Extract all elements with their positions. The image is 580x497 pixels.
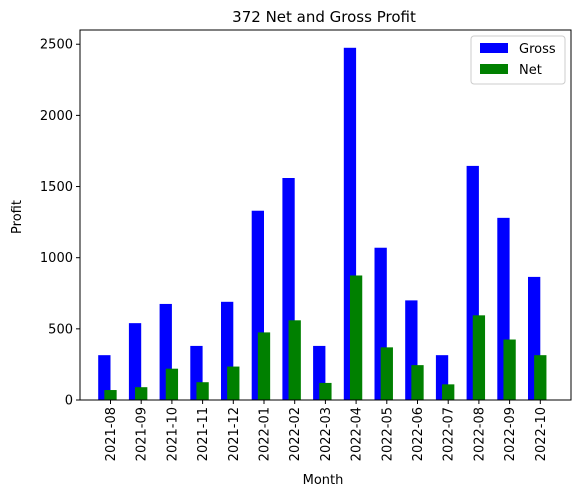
bar-net-2022-07 (442, 384, 455, 400)
x-tick-label-2021-08: 2021-08 (104, 407, 119, 461)
x-tick-label-2022-07: 2022-07 (442, 407, 457, 461)
bar-net-2022-03 (319, 382, 332, 400)
bar-net-2021-10 (165, 368, 179, 400)
y-tick-label-1500: 1500 (40, 180, 73, 195)
y-tick-label-500: 500 (48, 322, 73, 337)
x-tick-label-2022-10: 2022-10 (534, 407, 549, 461)
x-tick-label-2021-09: 2021-09 (135, 407, 150, 461)
bar-net-2022-01 (257, 332, 271, 400)
chart-title: 372 Net and Gross Profit (232, 8, 416, 26)
legend-label-gross: Gross (519, 42, 556, 57)
bar-net-2022-04 (349, 275, 363, 400)
y-tick-label-2500: 2500 (40, 38, 73, 53)
x-axis-label: Month (303, 473, 344, 488)
y-tick-label-1000: 1000 (40, 251, 73, 266)
y-axis: 0 500 1000 1500 2000 2500 (40, 38, 80, 409)
bar-net-2022-02 (288, 320, 301, 400)
x-tick-label-2022-01: 2022-01 (258, 407, 273, 461)
x-tick-label-2021-12: 2021-12 (227, 407, 242, 461)
y-tick-label-2000: 2000 (40, 109, 73, 124)
bar-net-2021-11 (196, 382, 209, 400)
x-tick-label-2022-09: 2022-09 (503, 407, 518, 461)
bar-net-2021-12 (227, 366, 240, 400)
bar-net-2022-08 (472, 315, 486, 400)
x-tick-label-2022-06: 2022-06 (411, 407, 426, 461)
bar-gross-2021-09 (128, 323, 142, 400)
y-tick-label-0: 0 (65, 394, 73, 409)
x-tick-label-2022-02: 2022-02 (288, 407, 303, 461)
x-tick-label-2022-04: 2022-04 (350, 407, 365, 461)
x-tick-label-2021-11: 2021-11 (196, 407, 211, 461)
x-tick-label-2022-03: 2022-03 (319, 407, 334, 461)
legend: Gross Net (470, 35, 566, 85)
plot-frame (79, 29, 572, 401)
legend-swatch-gross (480, 43, 508, 53)
x-tick-label-2022-08: 2022-08 (472, 407, 487, 461)
x-axis: 2021-08 2021-09 2021-10 2021-11 2021-12 2022-… (104, 400, 549, 461)
x-tick-label-2022-05: 2022-05 (380, 407, 395, 461)
legend-label-net: Net (519, 63, 542, 78)
y-axis-label: Profit (10, 200, 25, 234)
x-tick-label-2021-10: 2021-10 (165, 407, 180, 461)
legend-swatch-net (480, 64, 508, 74)
bar-net-2022-06 (411, 365, 424, 400)
bar-net-2022-05 (380, 347, 393, 400)
bars-layer (98, 47, 547, 400)
bar-net-2021-08 (104, 390, 117, 400)
bar-gross-2021-08 (98, 355, 111, 400)
bar-net-2021-09 (135, 387, 148, 400)
bar-net-2022-10 (534, 355, 547, 400)
bar-net-2022-09 (503, 339, 516, 400)
